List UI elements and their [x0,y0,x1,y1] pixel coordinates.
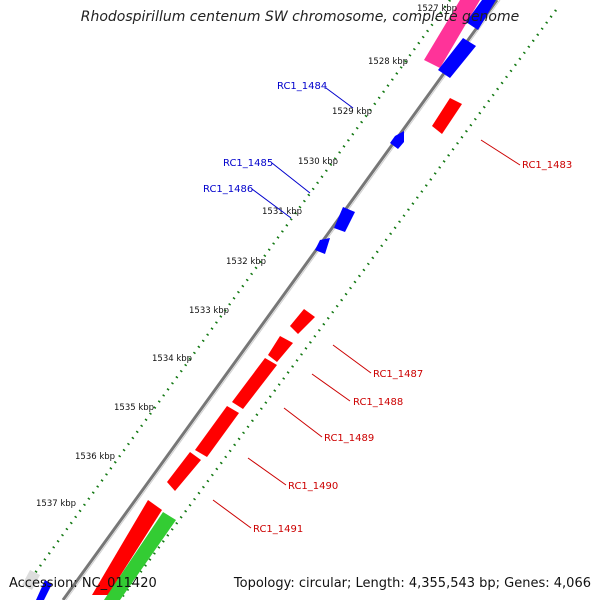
leader-line [283,407,323,438]
forward-gene-rc1-1484 [390,131,404,149]
misc-feature-bottom [22,570,40,590]
forward-gene-top-2 [466,0,496,30]
leader-line [311,373,351,402]
gene-label-rc1-1485: RC1_1485 [223,158,273,169]
tick-label: 1529 kbp [332,107,372,117]
genome-summary: Topology: circular; Length: 4,355,543 bp… [233,576,591,591]
reverse-gene-rc1-1487 [290,309,315,334]
gene-label-rc1-1487: RC1_1487 [373,369,423,380]
leader-line [325,87,354,109]
gene-label-rc1-1490: RC1_1490 [288,481,338,492]
tick-label: 1533 kbp [189,306,229,316]
tick-label: 1527 kbp [417,4,457,14]
gene-label-rc1-1489: RC1_1489 [324,433,374,444]
gene-label-rc1-1488: RC1_1488 [353,397,403,408]
tick-label: 1528 kbp [368,57,408,67]
tick-label: 1534 kbp [152,354,192,364]
forward-gene-top-1 [438,38,476,78]
tick-label: 1535 kbp [114,403,154,413]
tick-label: 1536 kbp [75,452,115,462]
forward-gene-rc1-1485 [334,207,355,232]
leader-line [271,162,311,194]
tick-label: 1530 kbp [298,157,338,167]
reverse-gene-rc1-1490 [195,406,239,457]
misc-feature-top [424,0,480,68]
leader-line [251,188,292,219]
gene-label-rc1-1486: RC1_1486 [203,184,253,195]
inner-tick-track [118,9,558,600]
forward-gene-bottom [36,580,52,600]
reverse-gene-rc1-1491 [167,452,201,491]
gene-label-rc1-1491: RC1_1491 [253,524,303,535]
tick-label: 1532 kbp [226,257,266,267]
tick-label: 1537 kbp [36,499,76,509]
leader-line [480,139,521,166]
forward-gene-rc1-1486 [315,238,330,254]
accession-label: Accession: NC_011420 [9,576,157,591]
map-title: Rhodospirillum centenum SW chromosome, c… [80,9,520,25]
rna-gene-bottom [104,512,176,600]
tick-label: 1531 kbp [262,207,302,217]
leader-line [332,344,372,374]
tick-labels: 1527 kbp 1528 kbp 1529 kbp 1530 kbp 1531… [36,4,457,509]
leader-line [212,499,252,529]
gene-label-rc1-1484: RC1_1484 [277,81,327,92]
leader-line [247,457,287,486]
genome-backbone [61,0,499,600]
gene-label-rc1-1483: RC1_1483 [522,160,572,171]
reverse-gene-bottom-1 [92,500,162,595]
reverse-gene-rc1-1489 [232,358,277,409]
reverse-gene-rc1-1488 [268,336,293,362]
outer-tick-track [28,0,452,581]
reverse-gene-rc1-1483 [432,98,462,134]
